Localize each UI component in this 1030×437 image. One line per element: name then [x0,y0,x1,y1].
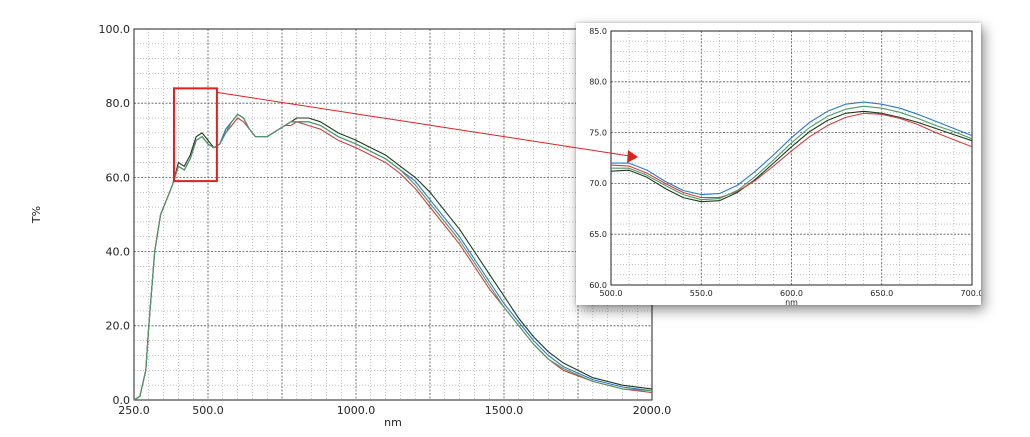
grid [133,28,653,401]
x-tick-label: 500.0 [192,404,224,417]
series-line-4 [133,113,653,401]
series-line-2 [133,113,653,401]
x-tick-label: 250.0 [118,404,150,417]
y-tick-label: 80.0 [589,78,607,87]
inset-card: 60.0 65.0 70.0 75.0 80.0 85.0 500.0 550.0 600.0 6… [576,23,983,307]
plot-frame [133,28,653,401]
y-tick-label: 40.0 [106,245,131,258]
x-tick-label: 2000.0 [633,404,672,417]
y-axis-label: T% [30,206,43,224]
y-tick-label: 100.0 [99,23,131,36]
y-tick-label: 80.0 [106,97,131,110]
x-tick-label: 500.0 [600,289,623,298]
x-tick-label: 1500.0 [485,404,524,417]
x-axis-label: nm [785,298,798,305]
x-tick-label: 600.0 [780,289,803,298]
grid [610,30,973,286]
series-line-4 [611,105,973,201]
x-tick-label: 1000.0 [337,404,376,417]
series-group [133,113,653,401]
y-tick-label: 0.0 [113,394,131,407]
y-tick-label: 75.0 [589,128,607,137]
x-tick-label: 550.0 [690,289,713,298]
x-tick-label: 700.0 [961,289,981,298]
series-line-2 [611,101,973,196]
series-group [610,101,973,203]
y-tick-label: 70.0 [589,179,607,188]
series-line-1 [133,113,653,401]
inset-zoom-chart: 60.0 65.0 70.0 75.0 80.0 85.0 500.0 550.0 600.0 6… [589,27,983,307]
x-axis-label: nm [384,416,402,429]
y-tick-label: 60.0 [106,171,131,184]
y-tick-label: 85.0 [589,27,607,36]
series-line-1 [610,110,973,203]
y-tick-label: 60.0 [589,281,607,290]
y-tick-label: 65.0 [589,230,607,239]
series-line-3 [610,112,973,199]
plot-frame [610,30,973,286]
y-tick-label: 20.0 [106,320,131,333]
x-tick-label: 650.0 [870,289,893,298]
